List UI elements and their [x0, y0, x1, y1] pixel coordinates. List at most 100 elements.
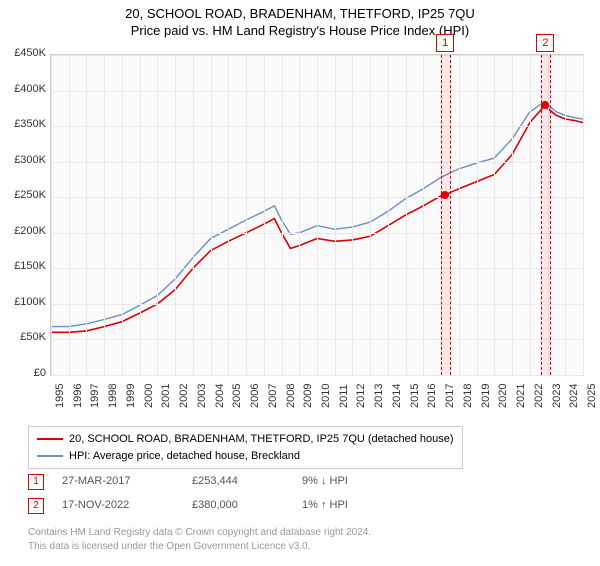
x-axis-tick-label: 2012 — [355, 384, 367, 408]
gridline-vertical — [193, 55, 194, 375]
x-axis-tick-label: 2019 — [480, 384, 492, 408]
gridline-vertical — [69, 55, 70, 375]
chart-subtitle: Price paid vs. HM Land Registry's House … — [0, 23, 600, 38]
x-axis-tick-label: 2023 — [551, 384, 563, 408]
gridline-vertical — [282, 55, 283, 375]
diff-arrow-icon: ↓ — [321, 475, 327, 487]
gridline-vertical — [583, 55, 584, 375]
y-axis-tick-label: £250K — [2, 189, 46, 201]
gridline-vertical — [477, 55, 478, 375]
footer-attribution: Contains HM Land Registry data © Crown c… — [28, 526, 371, 553]
x-axis-tick-label: 2014 — [391, 384, 403, 408]
sale-price: £380,000 — [192, 499, 302, 511]
x-axis-tick-label: 1996 — [72, 384, 84, 408]
x-axis-tick-label: 1997 — [89, 384, 101, 408]
legend-swatch — [37, 438, 63, 440]
gridline-vertical — [512, 55, 513, 375]
gridline-vertical — [122, 55, 123, 375]
x-axis-tick-label: 2007 — [267, 384, 279, 408]
x-axis-tick-label: 2024 — [568, 384, 580, 408]
chart-title: 20, SCHOOL ROAD, BRADENHAM, THETFORD, IP… — [0, 6, 600, 21]
gridline-vertical — [104, 55, 105, 375]
gridline-vertical — [317, 55, 318, 375]
chart-plot-area — [50, 54, 584, 376]
legend-label: HPI: Average price, detached house, Brec… — [69, 450, 300, 462]
y-axis-tick-label: £300K — [2, 154, 46, 166]
sale-detail-row: 2 17-NOV-2022£380,0001% ↑ HPI — [28, 498, 578, 514]
x-axis-tick-label: 2006 — [249, 384, 261, 408]
sale-price: £253,444 — [192, 475, 302, 487]
gridline-vertical — [211, 55, 212, 375]
x-axis-tick-label: 2004 — [214, 384, 226, 408]
sale-diff: 1% ↑ HPI — [302, 499, 348, 511]
gridline-vertical — [86, 55, 87, 375]
x-axis-tick-label: 1998 — [107, 384, 119, 408]
x-axis-tick-label: 2010 — [320, 384, 332, 408]
gridline-vertical — [51, 55, 52, 375]
gridline-vertical — [370, 55, 371, 375]
x-axis-tick-label: 2011 — [338, 384, 350, 408]
legend-swatch — [37, 455, 63, 457]
x-axis-tick-label: 2025 — [586, 384, 598, 408]
legend-label: 20, SCHOOL ROAD, BRADENHAM, THETFORD, IP… — [69, 433, 454, 445]
gridline-vertical — [352, 55, 353, 375]
x-axis-tick-label: 2008 — [285, 384, 297, 408]
sale-number-box: 2 — [28, 498, 44, 514]
sale-number-box: 1 — [28, 474, 44, 490]
y-axis-tick-label: £200K — [2, 225, 46, 237]
x-axis-tick-label: 2009 — [302, 384, 314, 408]
gridline-vertical — [406, 55, 407, 375]
x-axis-tick-label: 2000 — [143, 384, 155, 408]
gridline-vertical — [228, 55, 229, 375]
sale-date: 17-NOV-2022 — [62, 499, 192, 511]
gridline-vertical — [459, 55, 460, 375]
x-axis-tick-label: 1999 — [125, 384, 137, 408]
x-axis-tick-label: 2015 — [409, 384, 421, 408]
gridline-vertical — [565, 55, 566, 375]
y-axis-tick-label: £450K — [2, 47, 46, 59]
x-axis-tick-label: 2020 — [497, 384, 509, 408]
y-axis-tick-label: £400K — [2, 83, 46, 95]
legend-box: 20, SCHOOL ROAD, BRADENHAM, THETFORD, IP… — [28, 426, 463, 469]
x-axis-tick-label: 2022 — [533, 384, 545, 408]
x-axis-tick-label: 2001 — [160, 384, 172, 408]
gridline-vertical — [388, 55, 389, 375]
sale-detail-row: 1 27-MAR-2017£253,4449% ↓ HPI — [28, 474, 578, 490]
gridline-vertical — [140, 55, 141, 375]
sale-diff: 9% ↓ HPI — [302, 475, 348, 487]
x-axis-tick-label: 2016 — [426, 384, 438, 408]
sale-marker-number: 1 — [436, 34, 454, 52]
gridline-vertical — [264, 55, 265, 375]
sale-date: 27-MAR-2017 — [62, 475, 192, 487]
gridline-vertical — [299, 55, 300, 375]
x-axis-tick-label: 2018 — [462, 384, 474, 408]
y-axis-tick-label: £100K — [2, 296, 46, 308]
gridline-vertical — [246, 55, 247, 375]
x-axis-tick-label: 2017 — [444, 384, 456, 408]
diff-arrow-icon: ↑ — [321, 499, 327, 511]
x-axis-tick-label: 1995 — [54, 384, 66, 408]
sale-marker-band — [441, 55, 451, 375]
x-axis-tick-label: 2021 — [515, 384, 527, 408]
x-axis-tick-label: 2003 — [196, 384, 208, 408]
y-axis-tick-label: £150K — [2, 260, 46, 272]
legend-item: 20, SCHOOL ROAD, BRADENHAM, THETFORD, IP… — [37, 431, 454, 448]
x-axis-tick-label: 2005 — [231, 384, 243, 408]
x-axis-tick-label: 2013 — [373, 384, 385, 408]
y-axis-tick-label: £0 — [2, 367, 46, 379]
gridline-vertical — [530, 55, 531, 375]
footer-line-1: Contains HM Land Registry data © Crown c… — [28, 526, 371, 540]
x-axis-tick-label: 2002 — [178, 384, 190, 408]
gridline-horizontal — [51, 375, 583, 376]
gridline-vertical — [494, 55, 495, 375]
legend-item: HPI: Average price, detached house, Brec… — [37, 448, 454, 465]
y-axis-tick-label: £350K — [2, 118, 46, 130]
sale-marker-number: 2 — [536, 34, 554, 52]
y-axis-tick-label: £50K — [2, 331, 46, 343]
gridline-vertical — [335, 55, 336, 375]
sale-marker-dot — [441, 191, 449, 199]
gridline-vertical — [175, 55, 176, 375]
footer-line-2: This data is licensed under the Open Gov… — [28, 540, 371, 554]
gridline-vertical — [157, 55, 158, 375]
gridline-vertical — [423, 55, 424, 375]
